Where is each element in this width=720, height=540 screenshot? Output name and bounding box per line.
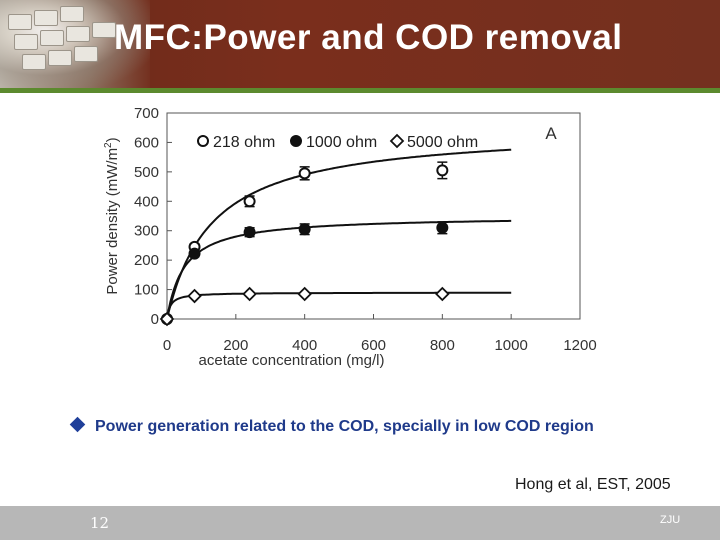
slide-header: MFC:Power and COD removal	[0, 0, 720, 88]
data-point	[243, 226, 256, 239]
data-point	[298, 167, 311, 180]
data-point	[159, 311, 175, 327]
y-tick-label: 0	[151, 311, 159, 328]
data-point	[242, 286, 257, 302]
legend-marker	[389, 133, 405, 149]
y-tick-label: 400	[134, 193, 159, 210]
legend-label: 218 ohm	[213, 134, 275, 151]
data-point	[436, 221, 449, 234]
y-tick-label: 700	[134, 105, 159, 122]
y-tick-label: 300	[134, 223, 159, 240]
x-tick-label: 400	[292, 337, 317, 354]
slide-footer: 12 ZJU	[0, 506, 720, 540]
x-tick-label: 800	[430, 337, 455, 354]
bullet-point: Power generation related to the COD, spe…	[69, 416, 594, 436]
panel-label: A	[545, 124, 557, 143]
diamond-bullet-icon	[69, 416, 86, 433]
y-axis-label: Power density (mW/m2)	[103, 137, 121, 294]
data-point	[297, 286, 312, 302]
page-number: 12	[90, 514, 110, 532]
x-tick-label: 200	[223, 337, 248, 354]
y-tick-label: 200	[134, 252, 159, 269]
legend-marker	[197, 135, 209, 147]
legend-label: 1000 ohm	[306, 134, 377, 151]
x-tick-label: 0	[163, 337, 171, 354]
x-tick-label: 1200	[563, 337, 596, 354]
data-point	[436, 164, 449, 177]
citation: Hong et al, EST, 2005	[515, 476, 671, 493]
footer-org: ZJU	[660, 514, 681, 526]
keyboard-photo	[0, 0, 150, 88]
slide-title: MFC:Power and COD removal	[114, 18, 623, 57]
data-point	[435, 286, 450, 302]
data-point	[298, 223, 311, 236]
x-axis-label: acetate concentration (mg/l)	[199, 352, 385, 369]
header-accent-rule	[0, 88, 720, 93]
x-tick-label: 600	[361, 337, 386, 354]
data-point	[243, 195, 256, 208]
fit-curve	[166, 291, 512, 320]
y-tick-label: 100	[134, 282, 159, 299]
fit-curve	[166, 148, 512, 320]
bullet-text: Power generation related to the COD, spe…	[95, 418, 594, 435]
data-point	[187, 288, 202, 304]
legend-label: 5000 ohm	[407, 134, 478, 151]
y-tick-label: 500	[134, 164, 159, 181]
fit-curve	[166, 219, 512, 320]
power-density-chart: 0 100 200 300 400 500 600 700 0 200 400 600 800 1000 1…	[103, 105, 597, 369]
y-tick-label: 600	[134, 134, 159, 151]
x-tick-label: 1000	[494, 337, 527, 354]
legend-marker	[290, 135, 302, 147]
data-point	[188, 247, 201, 260]
